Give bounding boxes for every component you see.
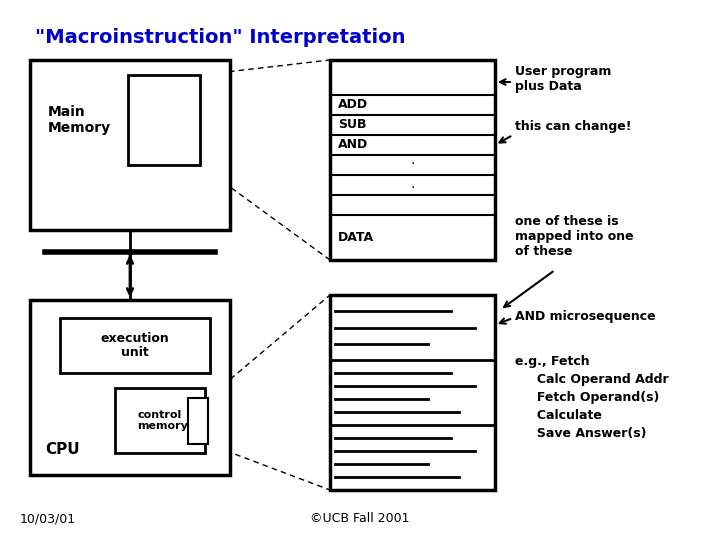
Text: ©UCB Fall 2001: ©UCB Fall 2001 <box>310 512 410 525</box>
Text: .: . <box>410 177 415 191</box>
Bar <box>128 75 200 165</box>
Text: ADD: ADD <box>338 98 368 111</box>
Text: SUB: SUB <box>338 118 366 132</box>
Text: .: . <box>410 153 415 167</box>
Text: "Macroinstruction" Interpretation: "Macroinstruction" Interpretation <box>35 28 405 47</box>
Bar <box>188 398 208 444</box>
Text: e.g., Fetch
     Calc Operand Addr
     Fetch Operand(s)
     Calculate
     Sav: e.g., Fetch Calc Operand Addr Fetch Oper… <box>515 355 669 440</box>
Text: 10/03/01: 10/03/01 <box>20 512 76 525</box>
Bar <box>60 318 210 373</box>
Text: one of these is
mapped into one
of these: one of these is mapped into one of these <box>515 215 634 258</box>
Bar <box>115 388 205 453</box>
Text: .: . <box>410 165 415 179</box>
Text: AND: AND <box>338 138 368 152</box>
Text: DATA: DATA <box>338 231 374 244</box>
Bar <box>30 300 230 475</box>
Text: CPU: CPU <box>45 442 80 457</box>
Bar <box>30 60 230 230</box>
Text: AND microsequence: AND microsequence <box>515 310 656 323</box>
Text: Main
Memory: Main Memory <box>48 105 111 135</box>
Text: this can change!: this can change! <box>515 120 631 133</box>
Text: control
memory: control memory <box>137 410 188 431</box>
Text: User program
plus Data: User program plus Data <box>515 65 611 93</box>
Bar <box>330 60 495 260</box>
Text: execution
unit: execution unit <box>101 332 169 360</box>
Bar <box>330 295 495 490</box>
